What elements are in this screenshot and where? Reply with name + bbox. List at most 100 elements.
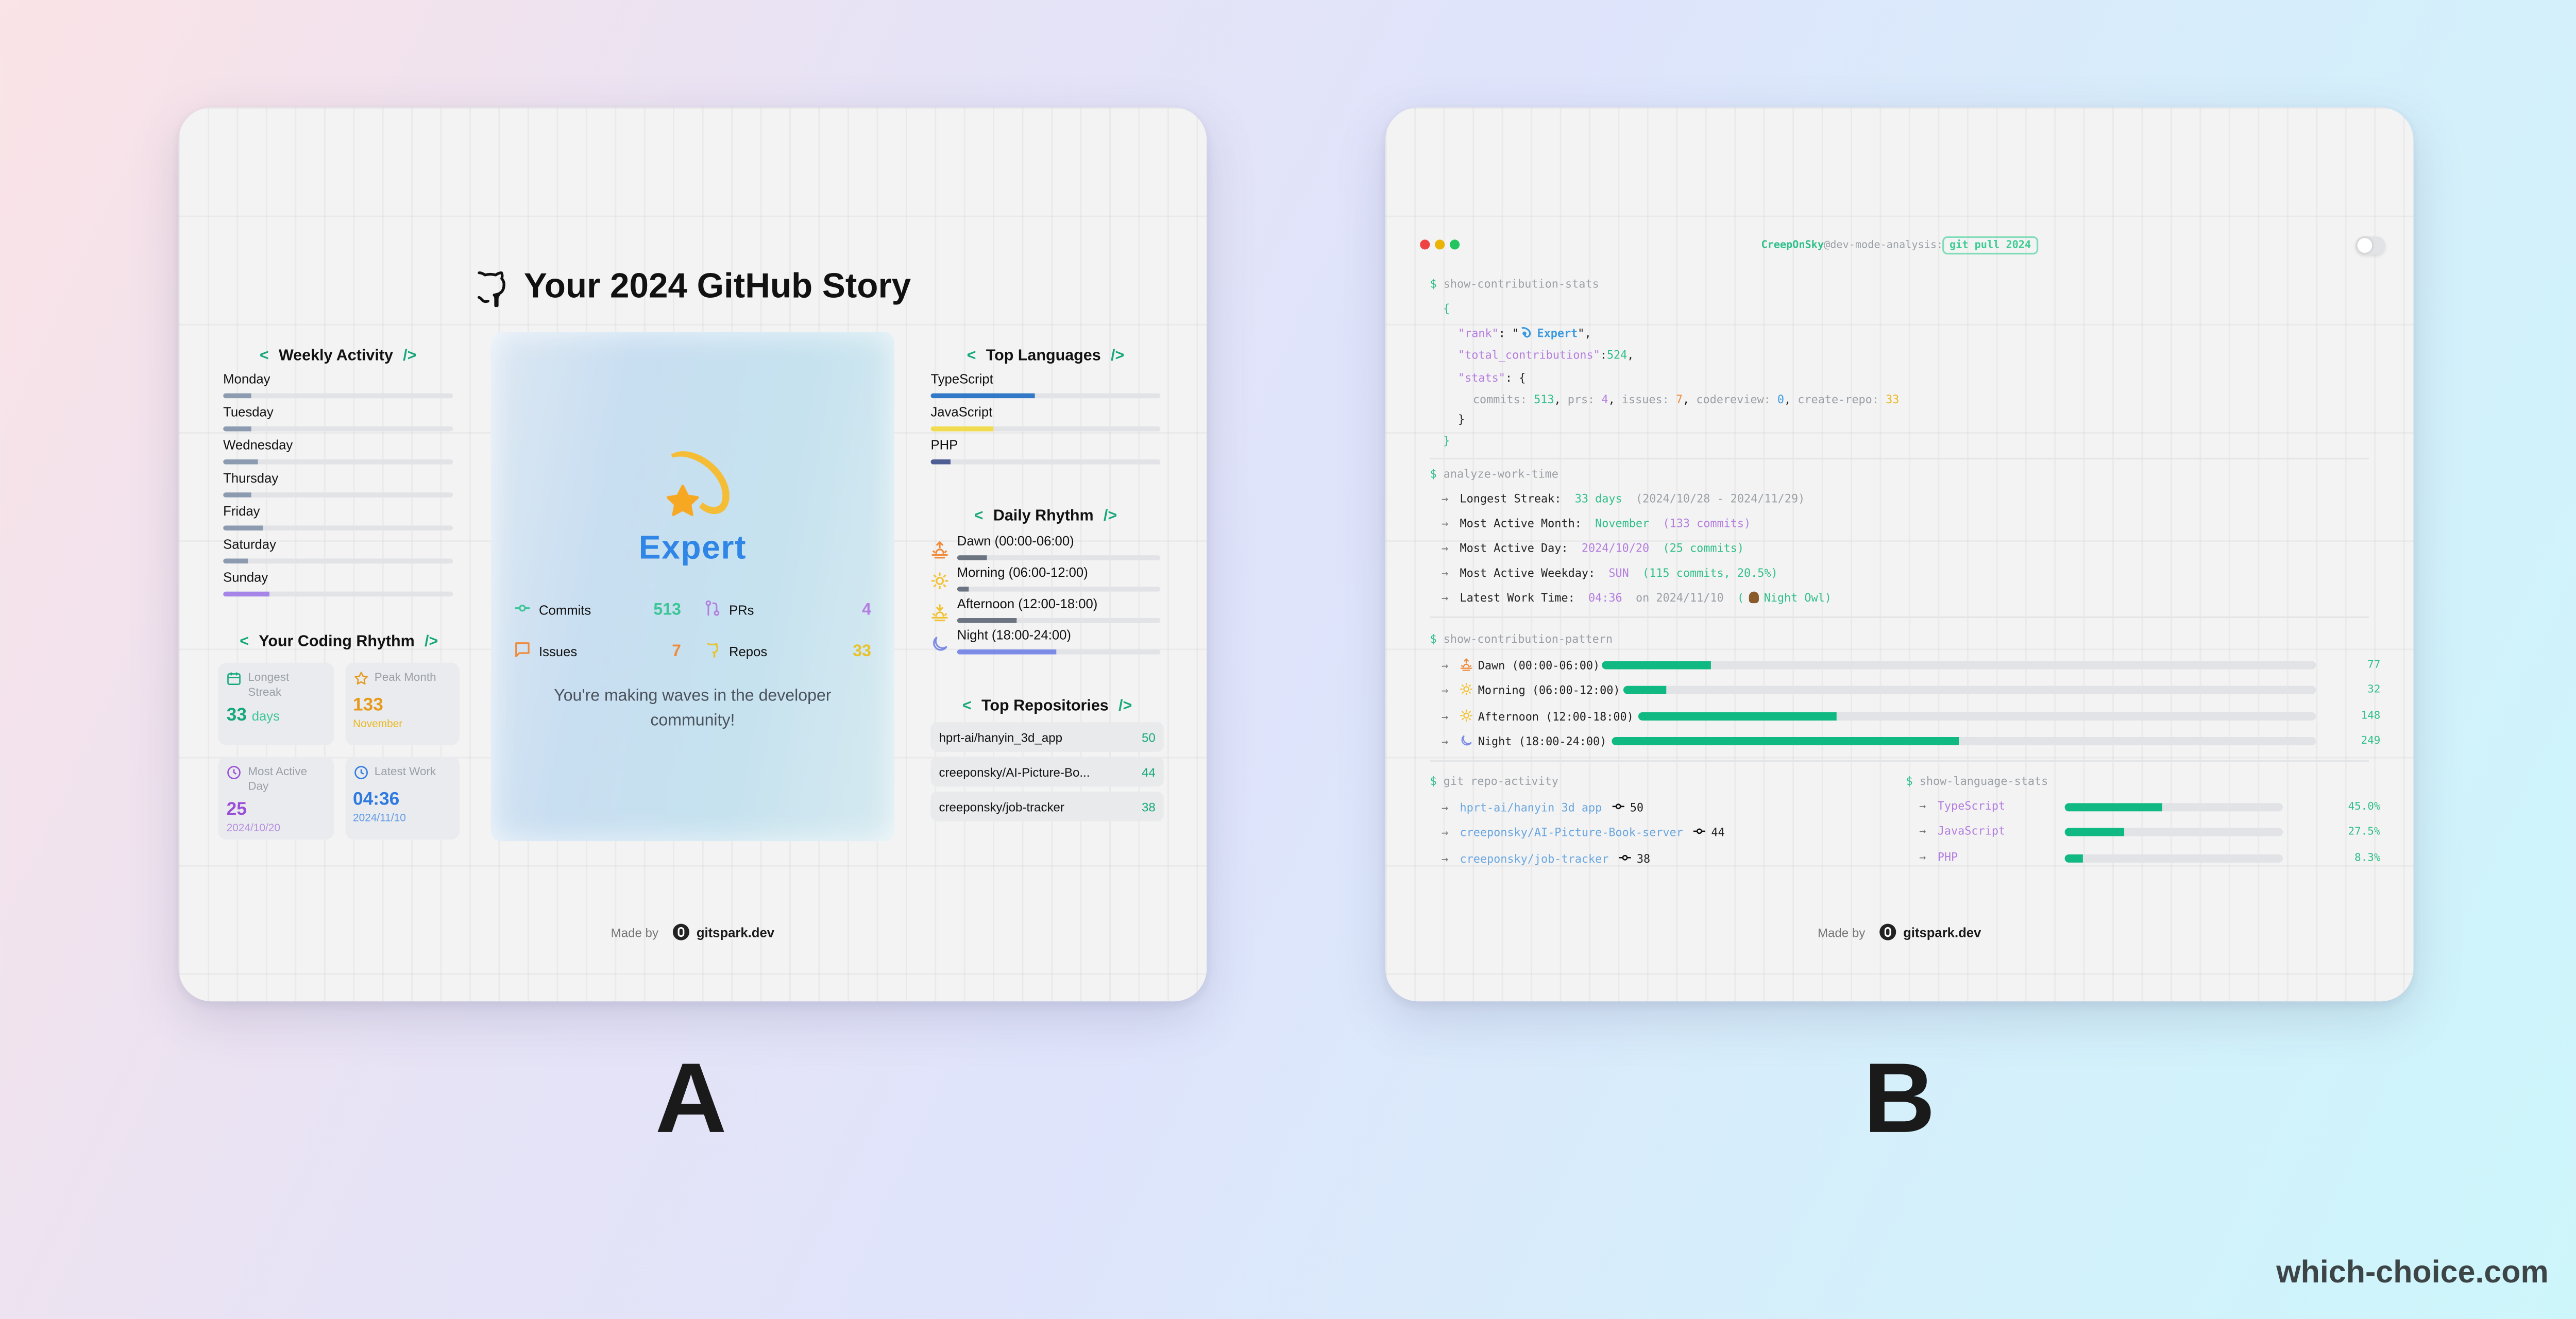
language-bar-fill — [930, 393, 1035, 399]
json-key: "total_contributions" — [1458, 349, 1600, 362]
daily-label: Dawn (00:00-06:00) — [957, 534, 1074, 549]
stat-repos: Repos 33 — [704, 641, 871, 661]
brand-name: gitspark.dev — [696, 924, 775, 940]
section-heading: < Daily Rhythm /> — [930, 507, 1160, 525]
weekday-label: Friday — [223, 504, 260, 519]
close-dot-icon[interactable] — [1420, 239, 1430, 250]
bracket-close: /> — [403, 347, 417, 366]
calendar-icon — [227, 671, 242, 691]
repository-name: hprt-ai/hanyin_3d_app — [939, 729, 1063, 745]
daily-bar — [957, 618, 1161, 623]
weekday-value: SUN — [1608, 567, 1629, 580]
latest-time-value: 04:36 — [1588, 591, 1622, 605]
rhythm-label-text: Longest Streak — [248, 672, 290, 699]
coding-rhythm-section: < Your Coding Rhythm /> Longest Streak 33… — [218, 633, 460, 840]
active-weekday-line: → Most Active Weekday: SUN (115 commits, … — [1441, 567, 1778, 580]
repo-link[interactable]: hprt-ai/hanyin_3d_app — [1460, 801, 1602, 815]
json-open-brace: { — [1443, 302, 1450, 316]
brand-link[interactable]: gitspark.dev — [1880, 923, 1981, 940]
active-month-line: → Most Active Month: November (133 commit… — [1441, 517, 1751, 530]
daily-bar-fill — [957, 618, 1016, 623]
option-b-card[interactable]: CreepOnSky@dev-mode-analysis: git pull 20… — [1385, 107, 2414, 1002]
language-name: PHP — [930, 438, 958, 453]
maximize-dot-icon[interactable] — [1449, 239, 1460, 250]
daily-row: Morning (06:00-12:00) — [930, 565, 1161, 592]
month-value: November — [1595, 517, 1650, 530]
stats-grid: Commits 513 PRs 4 Issues 7 Repos 33 — [514, 600, 871, 661]
prompt-host: @dev-mode-analysis: — [1824, 239, 1943, 251]
line-label: Longest Streak: — [1460, 492, 1562, 506]
line-label: Most Active Month: — [1460, 517, 1582, 530]
weekday-row: Monday — [223, 372, 453, 399]
language-stat-bar — [2064, 803, 2283, 812]
language-stat-bar — [2064, 828, 2283, 837]
weekday-label: Thursday — [223, 471, 279, 486]
weekday-label: Sunday — [223, 570, 268, 585]
weekday-row: Wednesday — [223, 438, 453, 465]
activity-bar — [223, 591, 453, 597]
bracket-close: /> — [1103, 507, 1117, 526]
json-key: "stats" — [1458, 371, 1505, 385]
bracket-open: < — [962, 697, 972, 716]
language-stat-bar-fill — [2064, 828, 2125, 837]
bracket-close: /> — [425, 632, 438, 652]
bracket-open: < — [967, 347, 976, 366]
rhythm-value: 33 days — [227, 706, 325, 726]
repository-row[interactable]: creeponsky/AI-Picture-Bo... 44 — [930, 757, 1164, 787]
top-repositories-section: < Top Repositories /> hprt-ai/hanyin_3d_… — [930, 697, 1164, 821]
line-label: Most Active Day: — [1460, 542, 1568, 556]
latest-date: on 2024/11/10 — [1635, 591, 1724, 605]
moon-icon — [1460, 733, 1473, 747]
daily-list: Dawn (00:00-06:00) Morning (06:00-12:00) A… — [930, 534, 1161, 655]
daily-bar — [957, 587, 1161, 592]
language-row: PHP — [930, 438, 1161, 465]
prompt-command-chip[interactable]: git pull 2024 — [1943, 236, 2038, 255]
language-name: TypeScript — [930, 371, 993, 387]
daily-row: Dawn (00:00-06:00) — [930, 534, 1161, 560]
json-total-line: "total_contributions":524, — [1458, 349, 1634, 362]
daily-label: Afternoon (12:00-18:00) — [957, 596, 1098, 612]
repo-activity-row: → hprt-ai/hanyin_3d_app 50 — [1442, 800, 1643, 815]
top-repositories-heading: Top Repositories — [981, 697, 1109, 716]
top-languages-section: < Top Languages /> TypeScript JavaScript P… — [930, 347, 1161, 465]
commit-icon — [1619, 850, 1632, 864]
repo-link[interactable]: creeponsky/AI-Picture-Book-server — [1460, 827, 1683, 840]
rhythm-value: 04:36 — [353, 790, 451, 810]
sun-icon — [930, 569, 948, 590]
weekday-row: Saturday — [223, 537, 453, 564]
command-text: show-contribution-stats — [1443, 278, 1599, 291]
choice-label-b[interactable]: B — [1863, 1042, 1936, 1154]
stat-value: 4 — [1601, 393, 1608, 407]
activity-bar — [223, 459, 453, 465]
theme-toggle[interactable] — [2355, 236, 2386, 255]
weekday-row: Friday — [223, 504, 453, 530]
repo-link[interactable]: creeponsky/job-tracker — [1460, 852, 1609, 866]
stat-label: Repos — [728, 643, 768, 659]
streak-range: (2024/10/28 - 2024/11/29) — [1635, 492, 1805, 506]
json-stats-line: "stats": { — [1458, 371, 1526, 385]
brand-link[interactable]: gitspark.dev — [673, 923, 775, 940]
option-a-card[interactable]: Your 2024 GitHub Story < Weekly Activity… — [178, 107, 1207, 1002]
commit-icon — [514, 600, 539, 620]
weekday-row: Tuesday — [223, 405, 453, 432]
rhythm-card: Most Active Day 25 2024/10/20 — [218, 757, 333, 840]
rhythm-label-text: Peak Month — [374, 672, 436, 684]
language-stat-row: → JavaScript — [1919, 825, 2006, 838]
title-text: Your 2024 GitHub Story — [523, 267, 911, 306]
stat-commits: Commits 513 — [514, 600, 681, 620]
rhythm-value: 133 — [353, 696, 451, 716]
minimize-dot-icon[interactable] — [1435, 239, 1445, 250]
repository-row[interactable]: hprt-ai/hanyin_3d_app 50 — [930, 722, 1164, 752]
rhythm-card-label: Peak Month — [353, 671, 451, 691]
stat-value: 513 — [653, 601, 681, 619]
repository-row[interactable]: creeponsky/job-tracker 38 — [930, 791, 1164, 821]
language-pct: 45.0% — [2348, 799, 2381, 813]
choice-label-a[interactable]: A — [655, 1042, 727, 1154]
star-icon — [353, 671, 368, 691]
divider — [1430, 457, 2369, 459]
command-line: $ analyze-work-time — [1430, 468, 1558, 481]
daily-label: Night (18:00-24:00) — [957, 628, 1071, 643]
pull-request-icon — [704, 600, 729, 620]
pattern-row: → Dawn (00:00-06:00) — [1442, 658, 1600, 673]
brand-name: gitspark.dev — [1903, 924, 1981, 940]
